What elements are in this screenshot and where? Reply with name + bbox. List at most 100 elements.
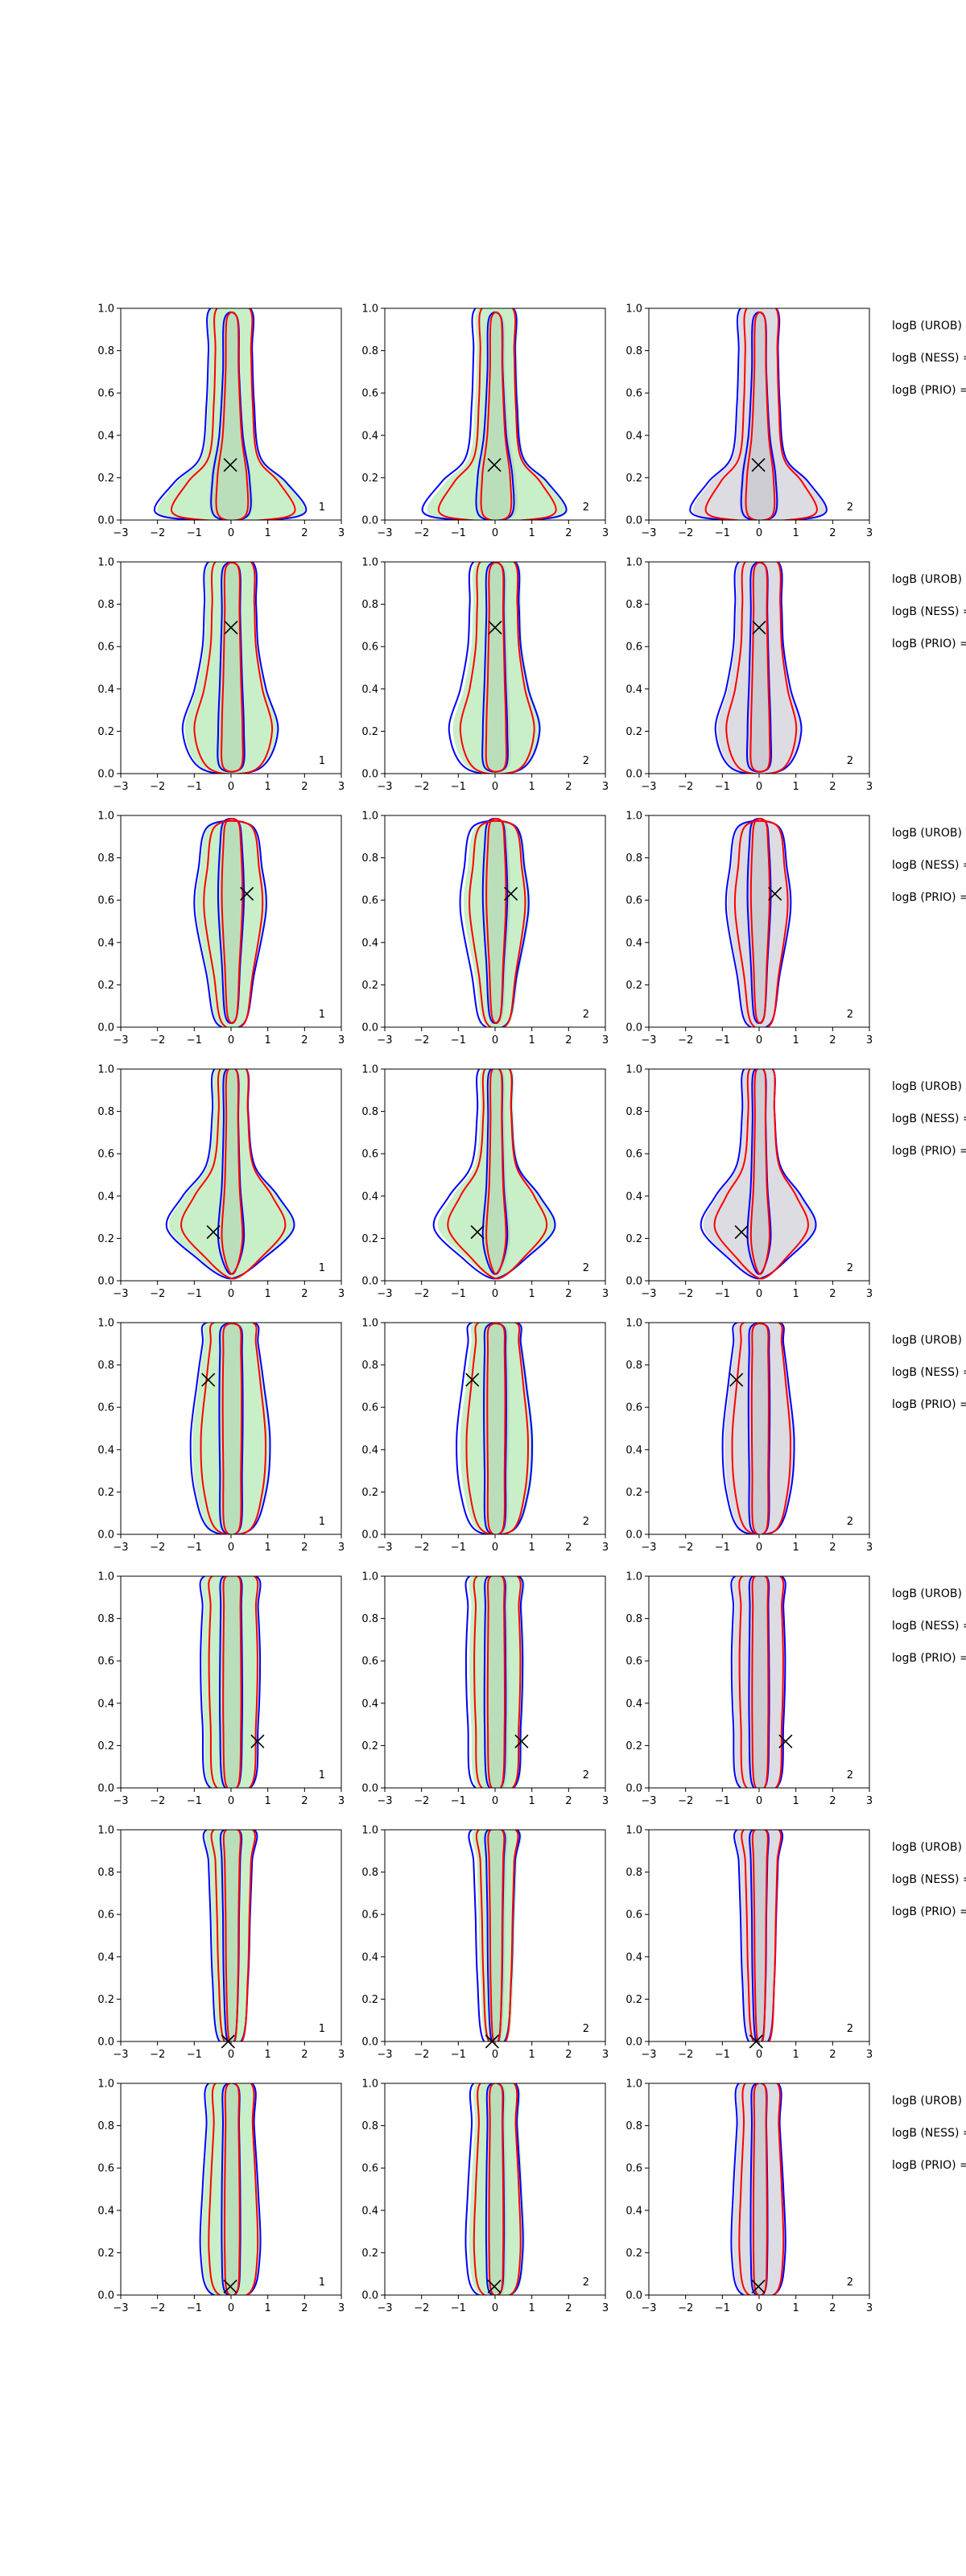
blue-contour-inner: [740, 311, 778, 520]
red-contour-outer: [193, 562, 274, 774]
y-tick-label: 0.0: [361, 2290, 378, 2302]
y-tick-label: 0.8: [97, 1360, 114, 1372]
y-tick-label: 0.2: [625, 1994, 642, 2006]
y-tick-label: 0.0: [97, 1276, 114, 1288]
x-tick-label: −3: [113, 2049, 128, 2061]
logb-label: logB (NESS) =: [892, 352, 966, 365]
panel-tag: 2: [583, 1516, 589, 1528]
y-tick-label: 0.0: [97, 1783, 114, 1795]
x-tick-label: −1: [187, 1795, 202, 1807]
x-tick-label: 2: [301, 2049, 308, 2061]
panel-r6-c2: −3 −2 −1 0 1 2 3 0.0 0.2 0.4 0.6 0.8 1.0 2: [361, 1571, 609, 1808]
x-tick-label: 2: [829, 781, 836, 793]
x-tick-label: −2: [150, 781, 165, 793]
density-fill: [724, 1323, 795, 1534]
blue-contour-outer: [456, 1323, 533, 1534]
y-tick-label: 0.8: [625, 1867, 642, 1879]
panel-tag: 2: [583, 2277, 589, 2289]
x-tick-label: −2: [414, 1795, 429, 1807]
red-contour-outer: [203, 819, 264, 1027]
panel-tag: 1: [319, 1516, 325, 1528]
panel-r7-c1: −3 −2 −1 0 1 2 3 0.0 0.2 0.4 0.6 0.8 1.0 1: [97, 1825, 345, 2062]
panel-tag: 2: [583, 1769, 589, 1781]
red-contour-outer: [180, 1069, 287, 1280]
density-fill-core: [216, 562, 246, 772]
y-tick-label: 0.2: [361, 473, 378, 485]
logb-label: logB (NESS) =: [892, 859, 966, 872]
panel-tag: 1: [319, 1769, 325, 1781]
true-value-marker: [487, 2279, 502, 2294]
logb-label: logB (PRIO) =: [892, 891, 966, 904]
red-contour-outer: [738, 1576, 785, 1788]
panel-r1-c1: −3 −2 −1 0 1 2 3 0.0 0.2 0.4 0.6 0.8 1.0 1: [97, 303, 345, 540]
density-fill: [703, 1069, 815, 1279]
x-tick-label: 2: [301, 527, 308, 539]
y-tick-label: 0.6: [97, 1909, 114, 1922]
x-tick-label: −1: [451, 1288, 466, 1300]
logb-label: logB (PRIO) =: [892, 638, 966, 650]
x-tick-label: 3: [866, 2302, 873, 2314]
panel-r7-c2: −3 −2 −1 0 1 2 3 0.0 0.2 0.4 0.6 0.8 1.0 2: [361, 1825, 609, 2062]
true-value-marker: [734, 1224, 749, 1240]
panel-r3-c1: −3 −2 −1 0 1 2 3 0.0 0.2 0.4 0.6 0.8 1.0 1: [97, 811, 345, 1047]
density-fill-core: [476, 312, 518, 520]
x-tick-label: 3: [602, 2049, 609, 2061]
x-tick-label: 0: [756, 781, 762, 793]
y-tick-label: 0.2: [361, 1487, 378, 1499]
y-tick-label: 0.0: [97, 2290, 114, 2302]
red-contour-inner: [485, 562, 508, 773]
blue-contour-outer: [193, 819, 267, 1027]
y-tick-label: 0.0: [361, 1783, 378, 1795]
density-fill-core: [217, 818, 246, 1024]
x-tick-label: 2: [301, 2302, 308, 2314]
x-tick-label: −2: [414, 2049, 429, 2061]
red-contour-inner: [485, 817, 507, 1025]
y-tick-label: 0.4: [361, 2205, 378, 2217]
logb-label: logB (UROB) =: [892, 1080, 966, 1093]
y-tick-label: 0.0: [625, 1276, 642, 1288]
x-tick-label: −2: [414, 2302, 429, 2314]
y-tick-label: 0.4: [625, 2205, 642, 2217]
x-tick-label: −3: [641, 1288, 656, 1300]
x-tick-label: −2: [678, 1542, 693, 1554]
red-contour-inner: [751, 1830, 769, 2041]
density-fill: [469, 2083, 525, 2295]
red-contour-outer: [210, 1830, 256, 2041]
x-tick-label: −3: [641, 1795, 656, 1807]
y-tick-label: 0.2: [361, 1994, 378, 2006]
true-value-marker: [488, 620, 502, 635]
true-value-marker: [487, 458, 502, 473]
x-tick-label: −1: [715, 1288, 730, 1300]
red-contour-inner: [488, 2083, 505, 2295]
y-tick-label: 0.4: [625, 1191, 642, 1203]
y-tick-label: 0.0: [625, 769, 642, 781]
y-tick-label: 0.4: [361, 430, 378, 442]
y-tick-label: 0.6: [625, 1149, 642, 1161]
x-tick-label: −3: [377, 1542, 392, 1554]
red-contour-inner: [751, 1576, 770, 1788]
y-tick-label: 0.8: [97, 2120, 114, 2132]
x-tick-label: 0: [756, 2049, 762, 2061]
x-tick-label: 1: [529, 1288, 535, 1300]
row-notes-6: logB (UROB) = logB (NESS) = logB (PRIO) =: [892, 1587, 966, 1665]
red-contour-inner: [749, 1069, 770, 1275]
logb-label: logB (PRIO) =: [892, 2159, 966, 2172]
x-tick-label: −3: [377, 2049, 392, 2061]
blue-contour-inner: [745, 562, 773, 773]
red-contour-inner: [486, 1323, 506, 1534]
panel-r4-c2: −3 −2 −1 0 1 2 3 0.0 0.2 0.4 0.6 0.8 1.0 2: [361, 1064, 609, 1301]
x-tick-label: 1: [793, 1288, 799, 1300]
y-tick-label: 0.6: [97, 895, 114, 907]
y-tick-label: 1.0: [97, 811, 114, 823]
y-tick-label: 1.0: [97, 1825, 114, 1837]
true-value-marker: [751, 2279, 766, 2294]
red-contour-inner: [221, 817, 244, 1025]
x-tick-label: 2: [565, 1542, 572, 1554]
density-fill: [469, 1576, 525, 1788]
x-tick-label: 3: [338, 2049, 345, 2061]
x-tick-label: 2: [301, 781, 308, 793]
y-tick-label: 0.6: [97, 1149, 114, 1161]
y-tick-label: 0.8: [625, 599, 642, 611]
y-tick-label: 0.0: [361, 769, 378, 781]
